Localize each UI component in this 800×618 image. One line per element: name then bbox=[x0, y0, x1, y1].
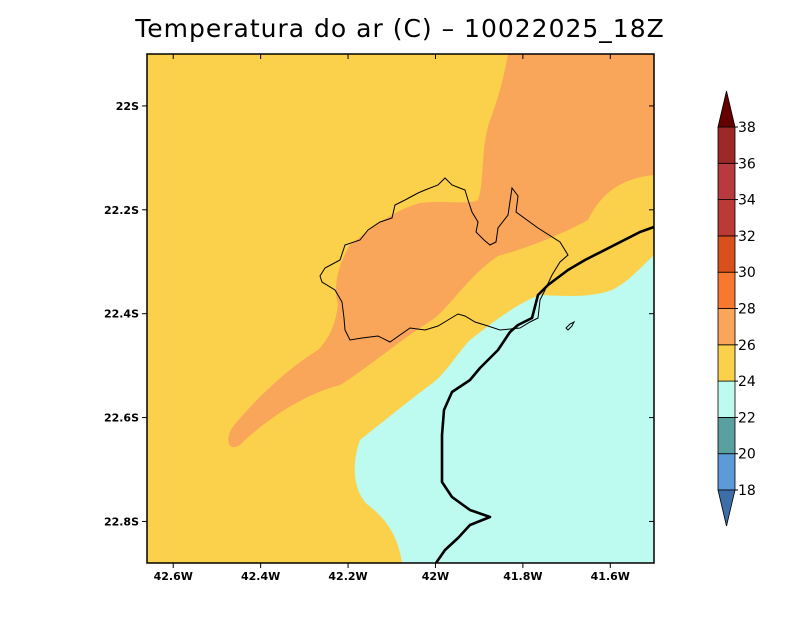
lat-tick-label: 22.6S bbox=[104, 412, 139, 425]
island-outline bbox=[565, 320, 576, 331]
colorbar-segment bbox=[717, 126, 736, 164]
y-axis-latitude: 22S 22.2S 22.4S 22.6S 22.8S bbox=[104, 100, 654, 528]
colorbar-label: 26 bbox=[738, 338, 756, 354]
lat-tick-label: 22.2S bbox=[104, 204, 139, 217]
colorbar-segment bbox=[717, 271, 736, 309]
colorbar-label: 34 bbox=[738, 193, 756, 209]
colorbar-max-arrow bbox=[717, 90, 736, 128]
map-title: Temperatura do ar (C) – 10022025_18Z bbox=[135, 14, 665, 43]
colorbar-label: 28 bbox=[738, 302, 756, 318]
x-axis-longitude: 42.6W 42.4W 42.2W 42W 41.8W 41.6W bbox=[154, 54, 630, 583]
lon-tick-label: 42.4W bbox=[241, 570, 280, 583]
boundary-lines bbox=[319, 177, 654, 563]
colorbar-segment bbox=[717, 416, 736, 455]
colorbar-min-arrow bbox=[717, 489, 736, 527]
colorbar-label: 36 bbox=[738, 156, 756, 172]
plot-frame bbox=[146, 53, 655, 564]
field-22-24 bbox=[354, 255, 654, 563]
field-22-24-patch bbox=[648, 276, 654, 294]
municipal-boundary bbox=[319, 177, 569, 343]
colorbar-label: 20 bbox=[738, 447, 756, 463]
lon-tick-label: 42.2W bbox=[328, 570, 367, 583]
colorbar-label: 38 bbox=[738, 120, 756, 136]
lat-tick-label: 22.8S bbox=[104, 515, 139, 528]
colorbar-segment bbox=[717, 380, 736, 418]
colorbar-segment bbox=[717, 199, 736, 237]
lon-tick-label: 41.8W bbox=[503, 570, 542, 583]
state-boundary bbox=[434, 225, 654, 563]
colorbar-label: 18 bbox=[738, 483, 756, 499]
colorbar-label: 24 bbox=[738, 374, 756, 390]
colorbar-legend: 18 20 22 24 26 28 30 32 34 36 38 bbox=[717, 90, 756, 527]
lon-tick-label: 42W bbox=[422, 570, 449, 583]
colorbar-segment bbox=[717, 162, 736, 201]
lat-tick-label: 22.4S bbox=[104, 308, 139, 321]
colorbar-segment bbox=[717, 308, 736, 346]
colorbar-label: 30 bbox=[738, 265, 756, 281]
field-26-28 bbox=[228, 54, 654, 447]
lat-tick-label: 22S bbox=[116, 100, 139, 113]
lon-tick-label: 42.6W bbox=[154, 570, 193, 583]
colorbar-label: 22 bbox=[738, 410, 756, 426]
colorbar-label: 32 bbox=[738, 229, 756, 245]
colorbar-segment bbox=[717, 453, 736, 491]
lon-tick-label: 41.6W bbox=[591, 570, 630, 583]
colorbar-segment bbox=[717, 235, 736, 273]
temperature-field bbox=[147, 54, 654, 563]
colorbar-segment bbox=[717, 344, 736, 382]
